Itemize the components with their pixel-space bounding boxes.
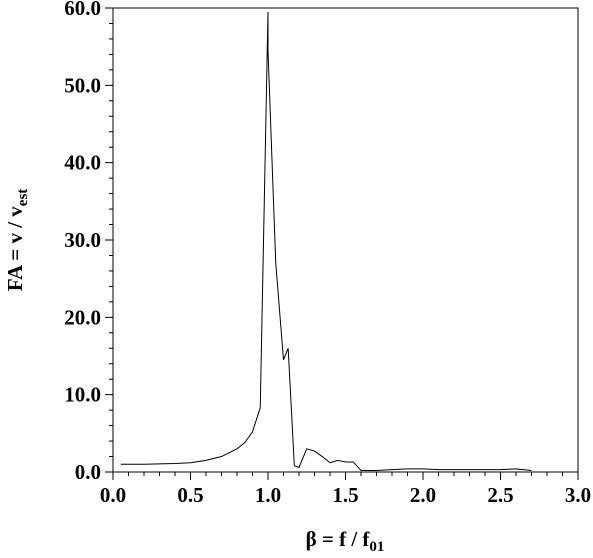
x-label-main: β = f / f [306, 527, 371, 551]
x-tick-label: 0.0 [100, 483, 126, 507]
y-tick-label: 10.0 [64, 383, 101, 407]
plot-frame [112, 7, 579, 473]
y-label-main: FA = v / v [3, 206, 27, 292]
y-tick-label: 40.0 [64, 151, 101, 175]
y-tick-label: 30.0 [64, 228, 101, 252]
x-tick-label: 2.0 [410, 483, 436, 507]
y-tick-label: 50.0 [64, 73, 101, 97]
data-line [120, 11, 532, 471]
y-tick-label: 0.0 [75, 460, 101, 484]
x-tick-label: 1.0 [255, 483, 281, 507]
x-tick-label: 0.5 [177, 483, 203, 507]
x-label-sub: 01 [369, 539, 384, 555]
y-tick-label: 20.0 [64, 305, 101, 329]
x-tick-label: 1.5 [332, 483, 358, 507]
y-tick-label: 60.0 [64, 0, 101, 20]
x-axis-label: β = f / f01 [306, 527, 385, 555]
y-label-sub: est [15, 189, 31, 207]
x-tick-label: 2.5 [487, 483, 513, 507]
y-axis-label: FA = v / vest [3, 189, 31, 292]
x-tick-label: 3.0 [565, 483, 591, 507]
